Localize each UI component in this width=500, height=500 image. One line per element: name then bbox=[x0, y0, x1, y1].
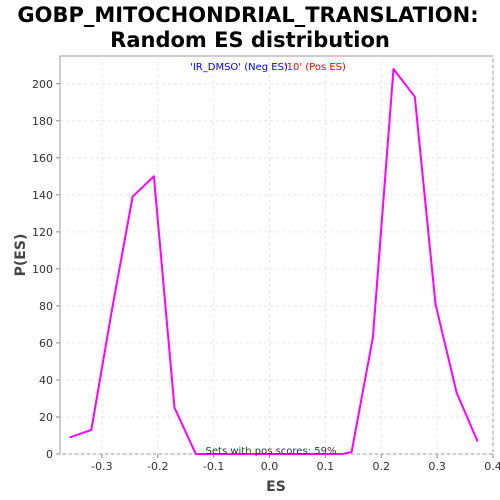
y-tick-label: 60 bbox=[39, 337, 53, 350]
y-tick-label: 20 bbox=[39, 411, 53, 424]
grid bbox=[60, 56, 494, 455]
chart-title-line1: GOBP_MITOCHONDRIAL_TRANSLATION: bbox=[17, 3, 478, 27]
data-point bbox=[215, 453, 218, 455]
data-point bbox=[278, 453, 281, 455]
x-tick-label: 0.2 bbox=[373, 460, 391, 473]
data-point bbox=[341, 453, 343, 455]
data-point bbox=[476, 440, 479, 442]
annotation-pos-scores: Sets with pos scores: 59% bbox=[206, 446, 337, 457]
data-point bbox=[131, 195, 134, 198]
data-point bbox=[392, 68, 395, 70]
data-point bbox=[414, 95, 416, 98]
data-point bbox=[111, 308, 113, 311]
data-point bbox=[455, 392, 458, 394]
data-point bbox=[350, 451, 353, 453]
x-tick-label: 0.4 bbox=[484, 460, 500, 473]
x-tick-label: -0.2 bbox=[147, 460, 168, 473]
x-tick-label: 0.0 bbox=[261, 460, 279, 473]
data-point bbox=[320, 453, 323, 455]
x-tick-label: -0.3 bbox=[91, 460, 112, 473]
y-tick-label: 160 bbox=[32, 152, 53, 165]
legend: 'IR_DMSO' (Neg ES)'10' (Pos ES) bbox=[190, 62, 346, 73]
x-tick-label: 0.3 bbox=[428, 460, 446, 473]
y-tick-label: 40 bbox=[39, 374, 53, 387]
data-point bbox=[153, 175, 155, 178]
y-tick-label: 100 bbox=[32, 263, 53, 276]
x-tick-label: 0.1 bbox=[317, 460, 335, 473]
data-point bbox=[434, 303, 437, 305]
y-tick-label: 80 bbox=[39, 300, 53, 313]
data-point bbox=[69, 436, 71, 439]
data-point bbox=[372, 336, 374, 339]
y-axis: 0 20 40 60 80 100 120 140 160 180 200 bbox=[32, 78, 60, 461]
svg-text:'IR_DMSO' (Neg ES)'10' (Pos ES: 'IR_DMSO' (Neg ES)'10' (Pos ES) bbox=[190, 62, 346, 73]
data-point bbox=[173, 406, 176, 409]
y-tick-label: 200 bbox=[32, 78, 53, 91]
chart-title-line2: Random ES distribution bbox=[110, 28, 390, 52]
y-tick-label: 140 bbox=[32, 189, 53, 202]
x-axis: -0.3 -0.2 -0.1 0.0 0.1 0.2 0.3 0.4 bbox=[91, 454, 500, 473]
legend-neg-label: 'IR_DMSO' (Neg ES) bbox=[190, 62, 288, 73]
data-point bbox=[299, 453, 302, 455]
data-point bbox=[236, 453, 239, 455]
data-point bbox=[195, 453, 197, 455]
y-axis-label: P(ES) bbox=[13, 234, 29, 277]
plot-area bbox=[59, 55, 494, 455]
legend-pos-label: '10' (Pos ES) bbox=[284, 62, 346, 73]
y-tick-label: 180 bbox=[32, 115, 53, 128]
data-point bbox=[257, 453, 260, 455]
x-axis-label: ES bbox=[266, 479, 286, 495]
data-point bbox=[90, 429, 93, 431]
y-tick-label: 120 bbox=[32, 226, 53, 239]
x-tick-label: -0.1 bbox=[203, 460, 224, 473]
series-layer bbox=[69, 68, 479, 455]
y-tick-label: 0 bbox=[46, 448, 53, 461]
